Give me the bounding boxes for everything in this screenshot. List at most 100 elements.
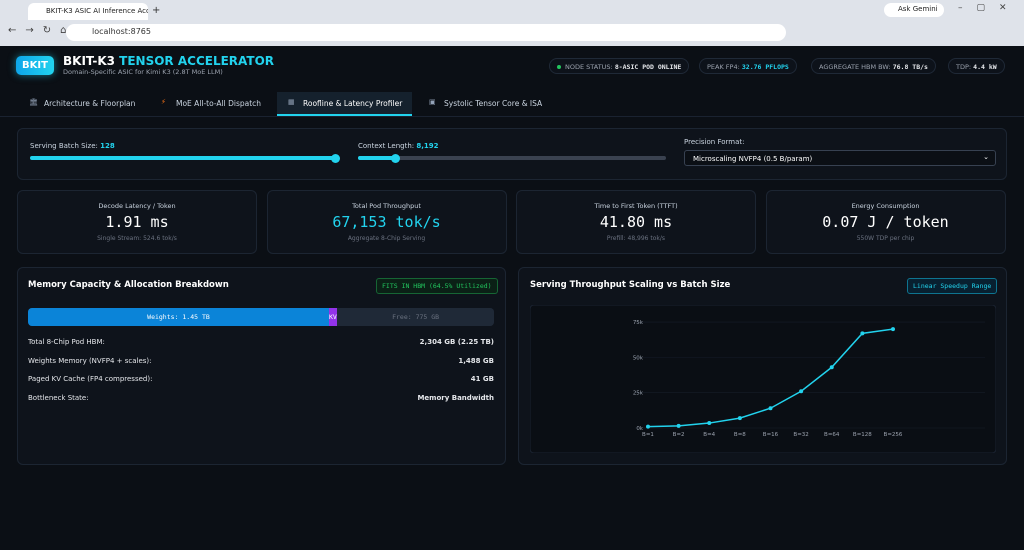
y-tick-label: 75k (633, 320, 644, 326)
row-value: 41 GB (470, 375, 494, 383)
stat-value: 32.76 PFLOPS (741, 63, 789, 71)
metric-value: 67,153 tok/s (332, 213, 441, 231)
window-controls[interactable]: –▢✕ (958, 3, 1021, 13)
chart-title: Serving Throughput Scaling vs Batch Size (530, 280, 731, 290)
status-dot (557, 65, 561, 69)
tab-icon: ⚡ (161, 98, 166, 106)
metric-card: Decode Latency / Token 1.91 ms Single Stre… (17, 190, 257, 254)
data-point (799, 389, 804, 394)
tab-label: MoE All-to-All Dispatch (176, 99, 262, 108)
metric-sub: Aggregate 8-Chip Serving (347, 235, 426, 242)
title-main: BKIT-K3 (63, 54, 115, 68)
metric-title: Total Pod Throughput (352, 202, 421, 210)
tab-label: Roofline & Latency Profiler (303, 99, 403, 108)
context-label: Context Length: 8,192 (358, 142, 439, 150)
data-point (646, 424, 650, 429)
data-point (768, 406, 773, 411)
stat-label: AGGREGATE HBM BW: (819, 63, 891, 71)
metric-sub: 550W TDP per chip (856, 235, 915, 242)
memory-row: Total 8-Chip Pod HBM: 2,304 GB (2.25 TB) (28, 338, 494, 346)
slider-thumb[interactable] (391, 154, 400, 163)
stat-value: 76.8 TB/s (892, 63, 928, 71)
memory-row: Weights Memory (NVFP4 + scales): 1,488 GB (28, 357, 494, 365)
y-tick-label: 25k (633, 391, 644, 397)
tab[interactable]: 🏛 Architecture & Floorplan (18, 92, 145, 116)
panel-title: Memory Capacity & Allocation Breakdown (28, 280, 229, 290)
label: Context Length: (358, 142, 415, 150)
metric-value: 0.07 J / token (822, 213, 949, 231)
gemini-button[interactable]: Ask Gemini (884, 3, 944, 17)
value: 128 (100, 142, 115, 150)
slider-fill (358, 156, 396, 160)
context-slider[interactable] (358, 156, 666, 160)
memory-row: Bottleneck State: Memory Bandwidth (28, 394, 494, 402)
metric-card: Total Pod Throughput 67,153 tok/s Aggregat… (266, 190, 507, 254)
value: 8,192 (416, 142, 439, 150)
batch-label: Serving Batch Size: 128 (30, 142, 115, 150)
browser-tab[interactable]: BKIT-K3 ASIC AI Inference Acce (28, 3, 148, 20)
memory-segment: KV: (328, 308, 341, 326)
tab[interactable]: ▦ Roofline & Latency Profiler (277, 92, 413, 116)
app-subtitle: Domain-Specific ASIC for Kimi K3 (2.8T M… (63, 68, 223, 76)
stat-label: PEAK FP4: (707, 63, 740, 71)
slider-thumb[interactable] (331, 154, 340, 163)
tab[interactable]: ⚡ MoE All-to-All Dispatch (150, 92, 271, 116)
chevron: ⌄ (983, 153, 989, 161)
x-tick-label: B=1 (642, 432, 654, 438)
y-tick-label: 0k (636, 426, 643, 432)
address-bar[interactable]: localhost:8765 (66, 24, 786, 41)
data-point (829, 365, 834, 370)
x-tick-label: B=8 (734, 432, 746, 438)
y-tick-label: 50k (633, 355, 644, 361)
memory-segment: Weights: 1.45 TB (28, 308, 329, 326)
memory-row: Paged KV Cache (FP4 compressed): 41 GB (28, 375, 494, 383)
stat-pill: NODE STATUS: 8-ASIC POD ONLINE (549, 58, 690, 74)
new-tab[interactable]: + (152, 5, 161, 16)
memory-segment: Free: 775 GB (337, 308, 494, 326)
memory-bar: Weights: 1.45 TB KV: Free: 775 GB (28, 308, 494, 326)
tab-label: Architecture & Floorplan (44, 99, 136, 108)
row-label: Bottleneck State: (28, 393, 89, 402)
tab[interactable]: ▣ Systolic Tensor Core & ISA (418, 92, 552, 116)
fit-badge: FITS IN HBM (64.5% Utilized) (376, 278, 498, 294)
stat-label: TDP: (956, 63, 972, 71)
metric-card: Time to First Token (TTFT) 41.80 ms Prefil… (516, 190, 756, 254)
row-label: Weights Memory (NVFP4 + scales): (28, 356, 152, 365)
plot-bg (530, 305, 996, 453)
metric-value: 1.91 ms (105, 213, 169, 231)
tab-bar (0, 90, 1024, 117)
data-point (676, 423, 681, 428)
x-tick-label: B=16 (763, 432, 779, 438)
x-tick-label: B=64 (824, 432, 840, 438)
selected: Microscaling NVFP4 (0.5 B/param) (693, 155, 813, 163)
metric-title: Decode Latency / Token (98, 202, 176, 210)
data-point (860, 331, 865, 336)
label: Serving Batch Size: (30, 142, 98, 150)
stat-label: NODE STATUS: (565, 63, 613, 71)
batch-slider[interactable] (30, 156, 336, 160)
nav-buttons[interactable]: ←→↻⌂ (8, 25, 76, 36)
metric-title: Energy Consumption (851, 202, 920, 210)
stat-value: 4.4 kW (973, 63, 997, 71)
tab-icon: 🏛 (29, 98, 38, 106)
metric-title: Time to First Token (TTFT) (594, 202, 678, 210)
app-title: BKIT-K3 TENSOR ACCELERATOR (63, 54, 274, 68)
chart-badge: Linear Speedup Range (907, 278, 998, 294)
row-label: Total 8-Chip Pod HBM: (28, 338, 105, 346)
chart: 0k 25k 50k 75k B=1 B=2 B=4 B=8 B=16 B=32 B=64 B=128… (530, 305, 996, 453)
metric-sub: Single Stream: 524.6 tok/s (97, 235, 177, 242)
row-value: Memory Bandwidth (417, 393, 494, 402)
data-point (891, 327, 895, 332)
memory-panel (17, 267, 506, 465)
data-point (737, 416, 742, 421)
precision-select[interactable]: Microscaling NVFP4 (0.5 B/param) ⌄ (684, 150, 996, 166)
x-tick-label: B=256 (884, 432, 903, 438)
stat-pill: PEAK FP4: 32.76 PFLOPS (699, 58, 797, 74)
tab-icon: ▦ (288, 98, 295, 106)
x-tick-label: B=32 (793, 432, 808, 438)
metric-sub: Prefill: 48,996 tok/s (606, 235, 666, 242)
tab-label: Systolic Tensor Core & ISA (444, 99, 543, 108)
stat-value: 8-ASIC POD ONLINE (614, 63, 682, 71)
row-value: 2,304 GB (2.25 TB) (419, 338, 494, 346)
